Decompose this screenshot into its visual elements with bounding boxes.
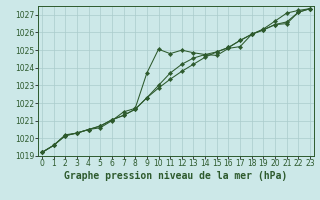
X-axis label: Graphe pression niveau de la mer (hPa): Graphe pression niveau de la mer (hPa) — [64, 171, 288, 181]
